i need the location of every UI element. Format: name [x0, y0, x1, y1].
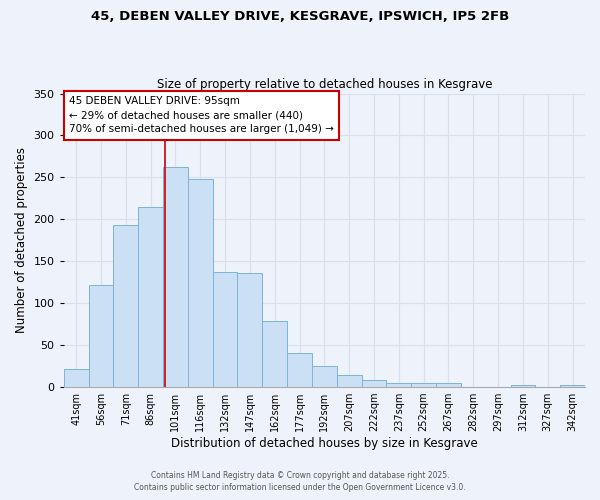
- Title: Size of property relative to detached houses in Kesgrave: Size of property relative to detached ho…: [157, 78, 492, 91]
- Bar: [113, 225, 138, 387]
- Bar: [89, 285, 113, 387]
- X-axis label: Distribution of detached houses by size in Kesgrave: Distribution of detached houses by size …: [171, 437, 478, 450]
- Bar: [212, 272, 238, 387]
- Y-axis label: Number of detached properties: Number of detached properties: [15, 148, 28, 334]
- Bar: [287, 352, 312, 387]
- Text: Contains HM Land Registry data © Crown copyright and database right 2025.
Contai: Contains HM Land Registry data © Crown c…: [134, 471, 466, 492]
- Bar: [411, 383, 436, 387]
- Bar: [262, 321, 287, 387]
- Bar: [238, 273, 262, 387]
- Bar: [337, 374, 362, 387]
- Bar: [511, 384, 535, 387]
- Text: 45, DEBEN VALLEY DRIVE, KESGRAVE, IPSWICH, IP5 2FB: 45, DEBEN VALLEY DRIVE, KESGRAVE, IPSWIC…: [91, 10, 509, 23]
- Bar: [188, 179, 212, 387]
- Bar: [64, 368, 89, 387]
- Bar: [560, 386, 585, 387]
- Bar: [436, 383, 461, 387]
- Bar: [312, 366, 337, 387]
- Bar: [163, 166, 188, 387]
- Bar: [362, 380, 386, 387]
- Bar: [138, 207, 163, 387]
- Bar: [386, 383, 411, 387]
- Text: 45 DEBEN VALLEY DRIVE: 95sqm
← 29% of detached houses are smaller (440)
70% of s: 45 DEBEN VALLEY DRIVE: 95sqm ← 29% of de…: [69, 96, 334, 134]
